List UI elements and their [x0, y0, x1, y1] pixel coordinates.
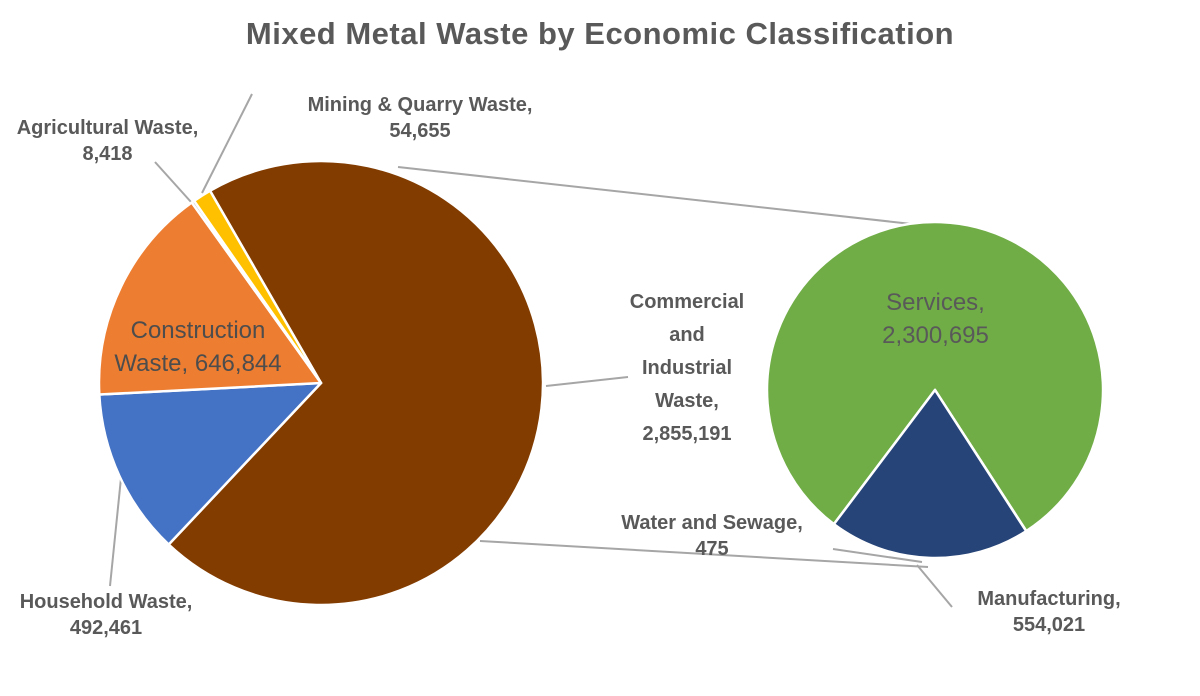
slice-construction-waste[interactable] — [97, 201, 323, 396]
chart-title: Mixed Metal Waste by Economic Classifica… — [245, 16, 955, 51]
commercial-industrial-leader-line — [545, 376, 629, 387]
slice-manufacturing[interactable] — [832, 388, 1028, 560]
label-water-and-sewage: Water and Sewage, 475 — [621, 512, 803, 560]
slice-services[interactable] — [765, 220, 1105, 533]
label-mining-quarry-waste: Mining & Quarry Waste, 54,655 — [307, 94, 533, 142]
slice-household-waste[interactable] — [98, 381, 323, 546]
primary-pie — [97, 159, 545, 607]
manufacturing-leader-line — [916, 564, 953, 608]
label-services: Services, 2,300,695 — [882, 289, 989, 349]
household-leader-line — [109, 477, 122, 587]
slice-commercial-and-industrial-waste[interactable] — [167, 159, 545, 607]
leader-lines — [109, 93, 953, 608]
slice-mining-quarry-waste[interactable] — [192, 189, 323, 385]
label-manufacturing: Manufacturing, 554,021 — [977, 588, 1121, 636]
label-construction-waste: Construction Waste, 646,844 — [114, 317, 282, 377]
water-leader-line — [832, 548, 923, 563]
series-line-bottom — [479, 540, 929, 568]
label-commercial-industrial-waste: Commercial and Industrial Waste, 2,855,1… — [629, 291, 745, 445]
secondary-pie — [765, 220, 1105, 560]
label-household-waste: Household Waste, 492,461 — [19, 591, 193, 639]
label-agricultural-waste: Agricultural Waste, 8,418 — [16, 117, 199, 165]
series-line-top — [397, 166, 922, 226]
mining-leader-line — [201, 93, 253, 194]
